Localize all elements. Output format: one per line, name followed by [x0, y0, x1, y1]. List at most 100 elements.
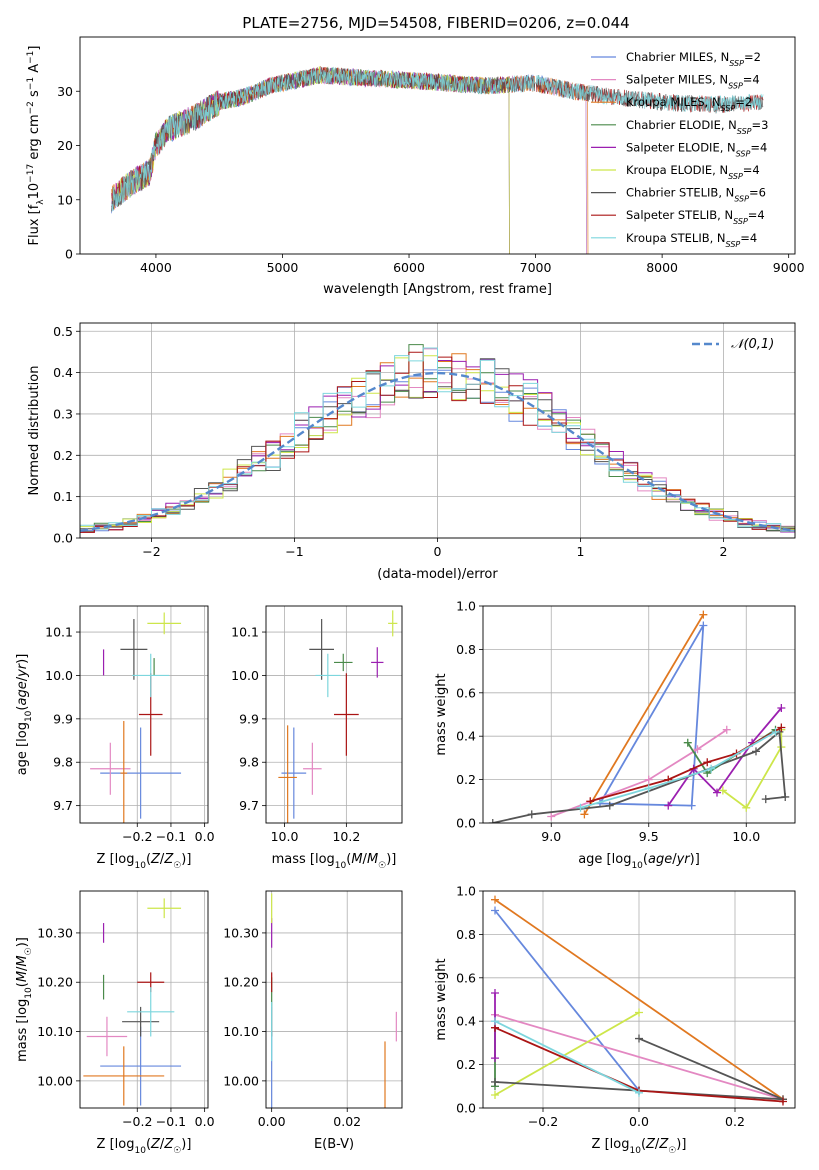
legend-entry: Chabrier STELIB, NSSP=6	[626, 186, 766, 204]
weight-marker	[664, 801, 673, 810]
x-tick-label: 0	[434, 544, 442, 559]
y-tick-label: 9.8	[239, 755, 259, 770]
errorbar-point	[147, 898, 182, 919]
y-tick-label: 0.6	[456, 685, 476, 700]
y-tick-label: 0.1	[53, 489, 73, 504]
spectrum-panel: 4000 5000 6000 7000 8000 9000 0 10 20 30 wavelengt…	[26, 36, 805, 297]
grid	[266, 891, 402, 1108]
y-tick-label: 10.20	[37, 975, 73, 990]
weight-marker	[488, 819, 497, 823]
y-tick-label: 0.4	[456, 729, 476, 744]
weight-marker	[718, 786, 727, 795]
errorbar-point	[334, 673, 359, 756]
plot-area	[491, 895, 787, 1106]
weight-marker	[752, 747, 760, 756]
y-tick-label: 0.2	[456, 772, 476, 787]
weight-marker	[547, 812, 556, 821]
y-tick-label: 10.0	[231, 668, 259, 683]
y-tick-label: 0.8	[456, 927, 476, 942]
residual-histogram-panel: −2 −1 0 1 2 0.0 0.1 0.2 0.3 0.4 0.5 𝒩(0,1) (data-mod…	[27, 322, 796, 582]
weight-marker	[491, 1077, 499, 1086]
x-tick-label: 0.0	[629, 1114, 649, 1129]
plot-area	[83, 898, 182, 1106]
spectrum-line-chabrier-miles	[111, 67, 587, 254]
y-tick-label: 0.2	[53, 448, 73, 463]
y-tick-label: 10.20	[223, 975, 259, 990]
weight-series-salpeter-miles	[547, 725, 731, 821]
weight-marker	[491, 1017, 499, 1026]
y-tick-label: 1.0	[456, 599, 476, 614]
y-axis-label: Flux [fλ10−17 erg cm−2 s−1 A−1]	[26, 46, 46, 246]
legend-entry: Chabrier ELODIE, NSSP=3	[626, 118, 768, 136]
plot-area	[80, 344, 795, 538]
plot-area	[278, 610, 398, 823]
weight-marker	[713, 788, 721, 797]
spectrum-line-chabrier-elodie	[111, 66, 510, 254]
weight-marker	[699, 621, 708, 630]
y-tick-label: 30	[57, 84, 73, 99]
axes-frame	[265, 605, 403, 824]
x-axis-label: Z [log10(Z/Z☉)]	[592, 1137, 687, 1156]
y-axis-label: mass weight	[434, 958, 449, 1040]
age-vs-metallicity-panel: −0.2 −0.1 0.0 9.7 9.8 9.9 10.0 10.1 Z [log10(Z/Z…	[15, 605, 215, 871]
x-axis-label: (data-model)/error	[377, 567, 498, 582]
weight-marker	[491, 988, 499, 997]
mass-vs-metallicity-panel: −0.2 −0.1 0.0 10.00 10.10 10.20 10.30 Z [log10(…	[15, 890, 215, 1156]
weight-marker	[586, 797, 595, 806]
y-tick-label: 10	[57, 192, 73, 207]
y-tick-label: 0.6	[456, 970, 476, 985]
legend-entry: Salpeter MILES, NSSP=4	[626, 73, 760, 91]
weight-marker	[491, 906, 499, 915]
weight-line	[494, 909, 640, 1092]
x-tick-label: −0.2	[528, 1114, 558, 1129]
x-tick-label: 4000	[140, 260, 172, 275]
x-tick-label: −0.1	[156, 829, 186, 844]
y-tick-label: 9.9	[53, 711, 73, 726]
x-axis-label: Z [log10(Z/Z☉)]	[97, 852, 192, 871]
errorbar-point	[132, 653, 170, 698]
spectrum-line-kroupa-elodie	[111, 65, 510, 254]
errorbar-point	[120, 721, 128, 823]
y-axis-label: age [log10(age/yr)]	[15, 654, 34, 776]
y-tick-label: 0	[65, 247, 73, 262]
x-tick-label: −0.1	[156, 1114, 186, 1129]
y-tick-label: 0.0	[456, 816, 476, 831]
weight-marker	[491, 895, 499, 904]
x-tick-label: 7000	[520, 260, 552, 275]
x-axis-label: wavelength [Angstrom, rest frame]	[323, 282, 552, 297]
weight-series-kroupa-stelib	[576, 727, 780, 812]
x-tick-label: 5000	[267, 260, 299, 275]
x-tick-label: 8000	[646, 260, 678, 275]
errorbar-point	[278, 725, 297, 823]
mass-vs-extinction-panel: 0.00 0.02 10.00 10.10 10.20 10.30 E(B-V)	[223, 890, 403, 1152]
x-tick-label: 6000	[393, 260, 425, 275]
age-vs-mass-panel: 10.0 10.2 9.7 9.8 9.9 10.0 10.1 mass [log10(M/M…	[231, 605, 403, 871]
weight-line	[492, 730, 787, 823]
axes-frame	[79, 322, 796, 539]
y-tick-label: 0.3	[53, 406, 73, 421]
weight-line	[580, 731, 776, 809]
weight-marker	[761, 795, 770, 804]
errorbar-point	[83, 1046, 165, 1106]
y-tick-label: 10.00	[37, 1073, 73, 1088]
errorbar-point	[127, 987, 175, 1037]
weight-marker	[683, 738, 692, 747]
y-tick-label: 10.30	[223, 925, 259, 940]
y-tick-label: 0.0	[456, 1101, 476, 1116]
weight-marker	[781, 792, 790, 801]
weight-marker	[779, 1097, 787, 1106]
weight-marker	[707, 764, 716, 773]
weight-marker	[703, 758, 712, 767]
weight-marker	[635, 1088, 643, 1097]
weight-marker	[693, 745, 702, 754]
errorbar-point	[315, 653, 341, 698]
x-tick-label: 9.0	[541, 829, 561, 844]
errorbar-point	[90, 742, 131, 795]
weight-marker	[742, 803, 751, 812]
y-tick-label: 0.5	[53, 324, 73, 339]
plot-area	[90, 612, 182, 823]
weight-line	[550, 728, 728, 818]
legend-entry: Kroupa MILES, NSSP=2	[626, 95, 752, 113]
y-axis-label: Normed distribution	[27, 366, 42, 496]
spectrum-line-kroupa-stelib	[111, 66, 764, 212]
